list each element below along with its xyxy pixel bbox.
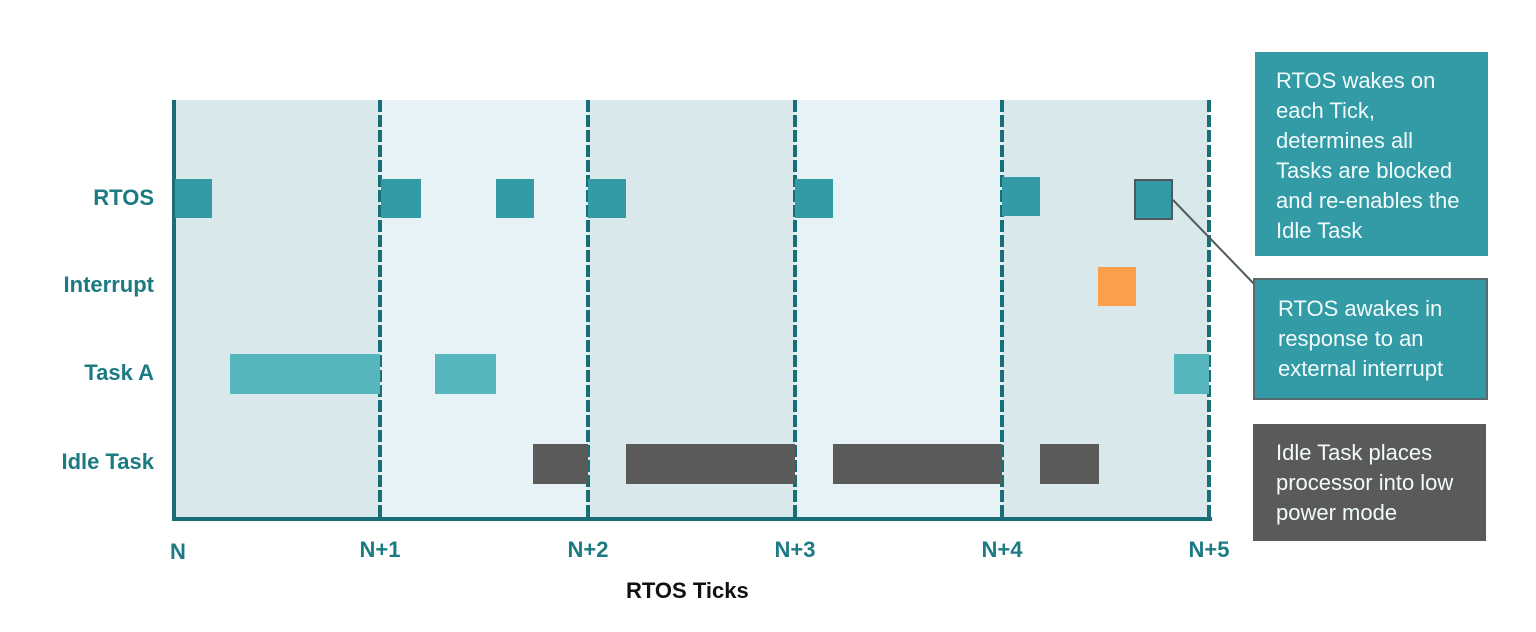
tick-line-n5 (1207, 100, 1211, 519)
row-label-interrupt: Interrupt (63, 272, 154, 297)
idle-segment (833, 444, 1002, 484)
tick-line-n2 (586, 100, 590, 519)
idle-segment (533, 444, 588, 484)
interrupt-segment (1098, 267, 1136, 306)
row-label-idle-task: Idle Task (61, 449, 154, 474)
x-axis-title: RTOS Ticks (626, 578, 749, 603)
tick-band-4 (1002, 100, 1209, 519)
task-a-segment (1174, 354, 1209, 394)
rtos-segment (381, 179, 421, 218)
task-a-segment (230, 354, 380, 394)
rtos-segment (588, 179, 626, 218)
tick-label-n4: N+4 (981, 537, 1023, 562)
row-label-rtos: RTOS (93, 185, 154, 210)
callout-interrupt-wake: RTOS awakes in response to an external i… (1253, 278, 1488, 400)
tick-band-0 (174, 100, 380, 519)
rtos-segment (496, 179, 534, 218)
rtos-segment-highlighted (1134, 179, 1173, 220)
tick-label-n: N (170, 539, 186, 564)
idle-segment (1040, 444, 1099, 484)
task-a-segment (435, 354, 496, 394)
rtos-segment (795, 179, 833, 218)
tick-label-n1: N+1 (359, 537, 401, 562)
tick-label-n3: N+3 (774, 537, 816, 562)
tick-line-n3 (793, 100, 797, 519)
callout-idle-low-power: Idle Task places processor into low powe… (1253, 424, 1486, 541)
rtos-segment (1002, 177, 1040, 216)
y-axis (172, 100, 176, 521)
tick-label-n2: N+2 (567, 537, 609, 562)
tick-line-n1 (378, 100, 382, 519)
callout-tick-wake: RTOS wakes on each Tick, determines all … (1255, 52, 1488, 256)
x-axis (172, 517, 1212, 521)
tick-line-n4 (1000, 100, 1004, 519)
idle-segment (626, 444, 795, 484)
tick-label-n5: N+5 (1188, 537, 1230, 562)
row-label-task-a: Task A (84, 360, 154, 385)
rtos-segment (175, 179, 212, 218)
